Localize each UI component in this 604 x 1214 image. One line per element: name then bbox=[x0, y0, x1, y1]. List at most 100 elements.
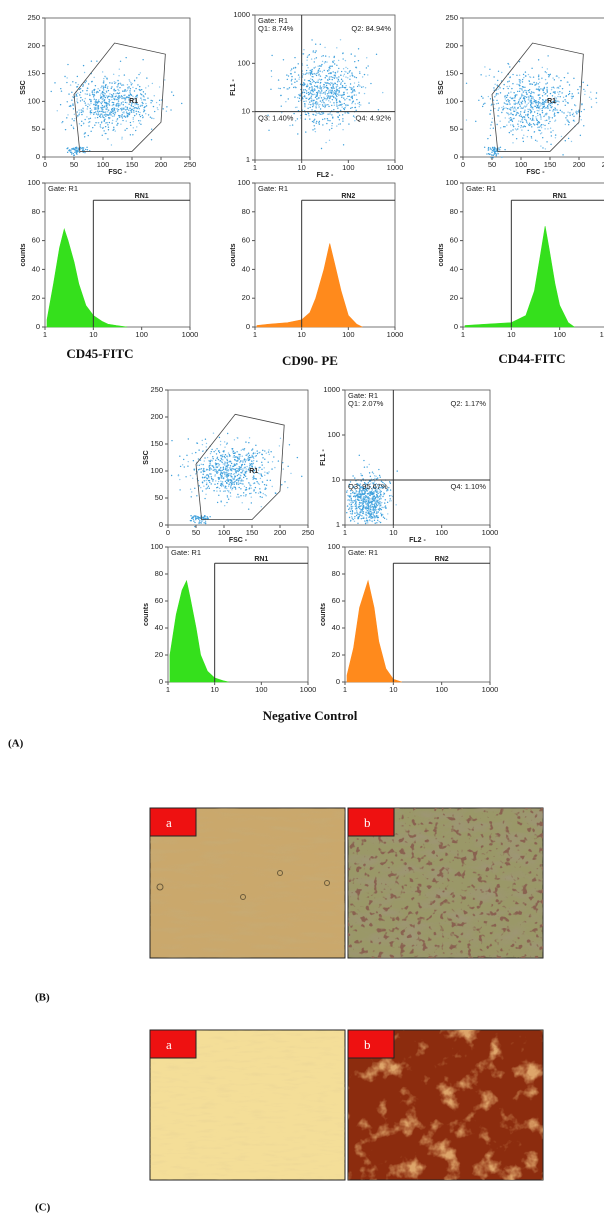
event-dot bbox=[375, 506, 377, 508]
event-dot bbox=[307, 54, 309, 57]
event-dot bbox=[150, 99, 152, 102]
event-dot bbox=[253, 469, 256, 472]
y-tick-label: 100 bbox=[237, 178, 250, 187]
event-dot bbox=[216, 465, 218, 468]
y-tick-label: 200 bbox=[27, 41, 40, 50]
event-dot bbox=[366, 466, 368, 468]
event-dot bbox=[318, 106, 320, 108]
event-dot bbox=[359, 483, 362, 486]
event-dot bbox=[525, 93, 528, 95]
event-dot bbox=[199, 517, 202, 520]
y-tick-label: 60 bbox=[32, 236, 40, 245]
event-dot bbox=[521, 89, 523, 91]
event-dot bbox=[86, 116, 88, 118]
event-dot bbox=[567, 72, 569, 74]
event-dot bbox=[367, 492, 370, 495]
event-dot bbox=[214, 474, 216, 476]
event-dot bbox=[268, 471, 270, 473]
event-dot bbox=[232, 465, 235, 468]
event-dot bbox=[111, 122, 113, 124]
event-dot bbox=[367, 505, 370, 507]
event-dot bbox=[572, 119, 575, 122]
event-dot bbox=[337, 59, 340, 62]
event-dot bbox=[83, 100, 85, 103]
event-dot bbox=[342, 75, 345, 77]
event-dot bbox=[502, 105, 505, 108]
event-dot bbox=[310, 93, 313, 95]
event-dot bbox=[243, 449, 245, 451]
event-dot bbox=[111, 108, 113, 110]
event-dot bbox=[233, 468, 235, 471]
event-dot bbox=[512, 124, 514, 126]
event-dot bbox=[496, 148, 498, 150]
event-dot bbox=[261, 481, 264, 483]
event-dot bbox=[350, 519, 352, 522]
event-dot bbox=[355, 76, 358, 79]
event-dot bbox=[357, 48, 360, 50]
event-dot bbox=[137, 84, 139, 86]
event-dot bbox=[94, 107, 97, 109]
event-dot bbox=[333, 87, 336, 90]
event-dot bbox=[372, 472, 375, 475]
event-dot bbox=[572, 112, 575, 115]
event-dot bbox=[330, 87, 333, 89]
event-dot bbox=[549, 92, 552, 95]
event-dot bbox=[287, 88, 289, 90]
event-dot bbox=[583, 125, 585, 127]
event-dot bbox=[328, 97, 331, 99]
event-dot bbox=[335, 90, 338, 92]
event-dot bbox=[117, 88, 119, 91]
event-dot bbox=[521, 117, 524, 119]
event-dot bbox=[373, 510, 375, 512]
event-dot bbox=[313, 58, 316, 60]
event-dot bbox=[91, 80, 93, 83]
event-dot bbox=[83, 136, 86, 138]
x-tick-label: 100 bbox=[435, 528, 448, 537]
event-dot bbox=[73, 149, 76, 151]
gate-label: Gate: R1 bbox=[348, 548, 378, 557]
event-dot bbox=[316, 81, 318, 83]
event-dot bbox=[379, 490, 381, 493]
event-dot bbox=[521, 129, 523, 131]
event-dot bbox=[227, 466, 229, 469]
event-dot bbox=[303, 100, 305, 103]
event-dot bbox=[250, 496, 253, 498]
event-dot bbox=[590, 91, 592, 93]
event-dot bbox=[225, 443, 228, 446]
event-dot bbox=[514, 107, 516, 110]
event-dot bbox=[340, 70, 343, 73]
event-dot bbox=[206, 516, 209, 518]
event-dot bbox=[323, 92, 325, 94]
x-tick-label: 0 bbox=[461, 160, 465, 169]
event-dot bbox=[230, 469, 232, 471]
event-dot bbox=[542, 101, 544, 104]
event-dot bbox=[96, 90, 98, 93]
event-dot bbox=[246, 454, 248, 456]
x-tick-label: 50 bbox=[192, 528, 200, 537]
event-dot bbox=[213, 490, 215, 492]
event-dot bbox=[259, 488, 261, 490]
event-dot bbox=[328, 91, 330, 93]
event-dot bbox=[115, 93, 117, 95]
y-tick-label: 150 bbox=[27, 69, 40, 78]
event-dot bbox=[535, 117, 538, 120]
event-dot bbox=[542, 88, 544, 90]
event-dot bbox=[358, 70, 361, 73]
event-dot bbox=[358, 454, 360, 457]
event-dot bbox=[136, 126, 138, 128]
event-dot bbox=[234, 452, 236, 454]
event-dot bbox=[142, 91, 145, 93]
event-dot bbox=[542, 99, 544, 101]
event-dot bbox=[528, 97, 530, 99]
event-dot bbox=[138, 114, 141, 116]
event-dot bbox=[282, 59, 285, 61]
event-dot bbox=[230, 462, 233, 465]
event-dot bbox=[530, 137, 533, 139]
event-dot bbox=[121, 84, 123, 86]
event-dot bbox=[199, 520, 201, 522]
event-dot bbox=[337, 93, 339, 95]
event-dot bbox=[89, 110, 92, 112]
event-dot bbox=[496, 84, 498, 86]
event-dot bbox=[384, 502, 386, 504]
event-dot bbox=[310, 83, 312, 85]
